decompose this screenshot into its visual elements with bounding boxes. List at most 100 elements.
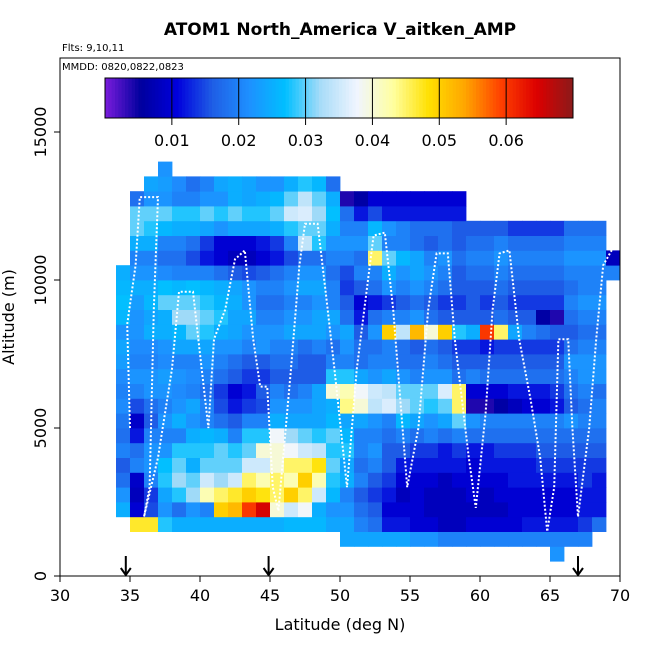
heatmap-cell	[480, 294, 495, 310]
heatmap-cell	[382, 206, 397, 222]
colorbar-segment	[285, 78, 290, 118]
colorbar-segment	[198, 78, 203, 118]
heatmap-cell	[494, 368, 509, 384]
heatmap-cell	[466, 413, 481, 429]
heatmap-cell	[368, 294, 383, 310]
heatmap-cell	[410, 516, 425, 532]
heatmap-cell	[284, 280, 299, 296]
heatmap-cell	[242, 324, 257, 340]
heatmap-cell	[396, 516, 411, 532]
colorbar-segment	[435, 78, 440, 118]
heatmap-cell	[186, 309, 201, 325]
colorbar-segment	[375, 78, 380, 118]
heatmap-cell	[508, 487, 523, 503]
heatmap-cell	[396, 235, 411, 251]
heatmap-cell	[452, 294, 467, 310]
heatmap-cell	[186, 398, 201, 414]
heatmap-cell	[494, 250, 509, 266]
heatmap-cell	[536, 265, 551, 281]
heatmap-cell	[214, 309, 229, 325]
heatmap-cell	[144, 354, 159, 370]
heatmap-cell	[368, 324, 383, 340]
heatmap-cell	[424, 413, 439, 429]
heatmap-cell	[522, 413, 537, 429]
heatmap-cell	[200, 472, 215, 488]
heatmap-cell	[284, 265, 299, 281]
heatmap-cell	[130, 398, 145, 414]
colorbar: 0.01 0.02 0.03 0.04 0.05 0.06	[104, 77, 574, 150]
heatmap-cell	[256, 339, 271, 355]
heatmap-cell	[522, 294, 537, 310]
heatmap-cell	[578, 442, 593, 458]
colorbar-segment	[442, 78, 447, 118]
heatmap-cell	[340, 250, 355, 266]
heatmap-cell	[382, 280, 397, 296]
heatmap-cell	[172, 339, 187, 355]
heatmap-cell	[592, 457, 607, 473]
heatmap-cell	[298, 220, 313, 236]
heatmap-cell	[158, 487, 173, 503]
colorbar-segment	[339, 78, 343, 118]
colorbar-segment	[536, 78, 541, 118]
heatmap-cell	[340, 354, 355, 370]
heatmap-cell	[508, 383, 523, 399]
heatmap-cell	[340, 220, 355, 236]
heatmap-cell	[522, 398, 537, 414]
heatmap-cell	[326, 250, 341, 266]
heatmap-cell	[396, 502, 411, 518]
heatmap-cell	[200, 516, 215, 532]
heatmap-cell	[354, 191, 369, 207]
heatmap-cell	[396, 442, 411, 458]
heatmap-cell	[396, 191, 411, 207]
colorbar-segment	[278, 78, 283, 118]
heatmap-cell	[130, 339, 145, 355]
heatmap-cell	[130, 442, 145, 458]
colorbar-tick-label: 0.01	[154, 131, 190, 150]
heatmap-cell	[494, 502, 509, 518]
colorbar-segment	[328, 78, 333, 118]
heatmap-cell	[536, 398, 551, 414]
heatmap-cell	[284, 502, 299, 518]
heatmap-cell	[508, 354, 523, 370]
heatmap-cell	[438, 487, 453, 503]
heatmap-cell	[592, 442, 607, 458]
heatmap-cell	[522, 531, 537, 547]
heatmap-cell	[242, 457, 257, 473]
heatmap-cell	[284, 206, 299, 222]
heatmap-cell	[368, 309, 383, 325]
heatmap-cell	[550, 265, 565, 281]
heatmap-cell	[228, 472, 243, 488]
heatmap-cell	[242, 472, 257, 488]
colorbar-segment	[255, 78, 260, 118]
heatmap-cell	[494, 516, 509, 532]
heatmap-cell	[522, 502, 537, 518]
heatmap-cell	[424, 294, 439, 310]
heatmap-cell	[312, 413, 327, 429]
heatmap-cell	[522, 280, 537, 296]
heatmap-cell	[438, 531, 453, 547]
heatmap-cell	[228, 220, 243, 236]
heatmap-cell	[480, 220, 495, 236]
heatmap-cell	[480, 250, 495, 266]
heatmap-cell	[522, 354, 537, 370]
heatmap-cell	[200, 339, 215, 355]
heatmap-cell	[396, 428, 411, 444]
heatmap-cell	[270, 398, 285, 414]
heatmap-cell	[340, 383, 355, 399]
heatmap-cell	[396, 354, 411, 370]
heatmap-cell	[550, 531, 565, 547]
heatmap-cell	[172, 428, 187, 444]
heatmap-cell	[326, 176, 341, 192]
heatmap-cell	[186, 502, 201, 518]
heatmap-cell	[410, 413, 425, 429]
heatmap-cell	[536, 516, 551, 532]
heatmap-cell	[368, 472, 383, 488]
colorbar-segment	[482, 78, 487, 118]
heatmap-cell	[214, 250, 229, 266]
colorbar-segment	[128, 78, 133, 118]
heatmap-cell	[298, 280, 313, 296]
colorbar-segment	[405, 78, 410, 118]
heatmap-cell	[270, 309, 285, 325]
heatmap-cell	[410, 487, 425, 503]
heatmap-cell	[340, 235, 355, 251]
